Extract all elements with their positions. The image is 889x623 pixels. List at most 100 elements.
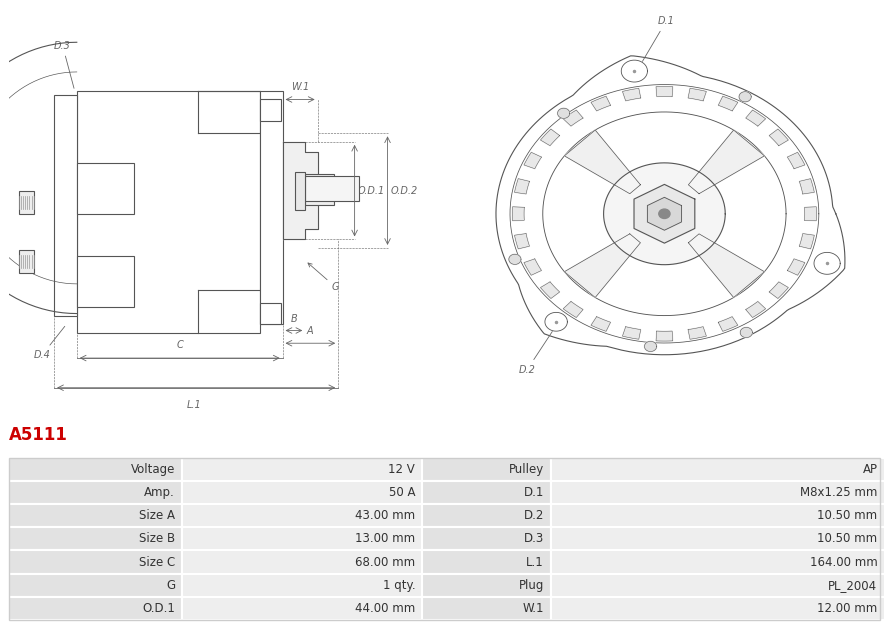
Bar [76,163,134,214]
Polygon shape [565,130,640,194]
Text: Amp.: Amp. [144,486,175,499]
Polygon shape [541,282,560,298]
Circle shape [545,312,567,331]
Polygon shape [515,179,530,194]
Text: D.3: D.3 [54,40,74,88]
Circle shape [659,209,670,219]
Bar [9,597,182,620]
Bar [422,574,551,597]
Text: D.1: D.1 [524,486,544,499]
Text: D.3: D.3 [524,533,544,545]
Bar [9,458,182,481]
Polygon shape [541,129,560,146]
Bar [182,481,422,504]
Polygon shape [565,234,640,298]
Polygon shape [746,302,765,318]
Bar [422,481,551,504]
Text: D.2: D.2 [518,328,555,374]
Circle shape [741,327,752,338]
Text: A5111: A5111 [9,426,68,444]
Bar [551,527,885,551]
Bar [260,303,281,324]
Text: 10.50 mm: 10.50 mm [817,509,877,522]
Polygon shape [656,87,673,97]
Bar [551,597,885,620]
Bar [422,551,551,574]
Polygon shape [769,282,789,298]
Text: A: A [306,326,313,336]
Polygon shape [799,234,814,249]
Polygon shape [634,184,695,243]
Bar [305,176,359,201]
Bar [9,504,182,527]
Bar [422,527,551,551]
Polygon shape [515,234,530,249]
Bar [9,574,182,597]
Polygon shape [591,96,611,111]
Polygon shape [688,88,707,101]
Circle shape [557,108,570,118]
Bar [76,91,260,333]
Polygon shape [788,259,805,275]
Text: L.1: L.1 [526,556,544,569]
Bar [9,527,182,551]
Text: D.1: D.1 [640,16,675,65]
Text: B: B [291,314,297,324]
Polygon shape [512,207,525,221]
Text: D.2: D.2 [524,509,544,522]
Bar [9,481,182,504]
Polygon shape [622,326,641,340]
Text: W.1: W.1 [523,602,544,615]
Bar [9,458,880,620]
Text: 43.00 mm: 43.00 mm [355,509,415,522]
Polygon shape [746,110,765,126]
Bar [182,597,422,620]
Bar [295,171,305,210]
Bar [182,574,422,597]
Text: M8x1.25 mm: M8x1.25 mm [800,486,877,499]
Text: Voltage: Voltage [131,463,175,476]
Text: D.4: D.4 [34,326,65,360]
Polygon shape [496,56,845,354]
Polygon shape [688,130,765,194]
Circle shape [604,163,725,265]
Bar [260,91,283,324]
Text: Pulley: Pulley [509,463,544,476]
Bar [551,551,885,574]
Polygon shape [591,316,611,331]
Text: 10.50 mm: 10.50 mm [817,533,877,545]
Polygon shape [283,142,317,239]
Text: Size C: Size C [139,556,175,569]
Text: O.D.1: O.D.1 [358,186,385,196]
Text: 164.00 mm: 164.00 mm [810,556,877,569]
Bar [305,174,334,206]
Bar [422,504,551,527]
Polygon shape [688,234,765,298]
Bar [182,458,422,481]
Text: AP: AP [862,463,877,476]
Text: 12.00 mm: 12.00 mm [817,602,877,615]
Polygon shape [718,316,738,331]
Bar [551,504,885,527]
Polygon shape [799,179,814,194]
Bar [76,256,134,307]
Bar [182,527,422,551]
Bar [182,504,422,527]
Text: 50 A: 50 A [388,486,415,499]
Bar [20,191,34,214]
Polygon shape [524,259,541,275]
Polygon shape [718,96,738,111]
Polygon shape [656,331,673,341]
Text: PL_2004: PL_2004 [829,579,877,592]
Bar [260,100,281,121]
Bar [9,551,182,574]
Polygon shape [805,207,816,221]
Bar [54,95,76,316]
Polygon shape [622,88,641,101]
Bar [551,574,885,597]
Text: Plug: Plug [518,579,544,592]
Circle shape [645,341,657,351]
Text: G: G [166,579,175,592]
Polygon shape [564,302,583,318]
Bar [422,597,551,620]
